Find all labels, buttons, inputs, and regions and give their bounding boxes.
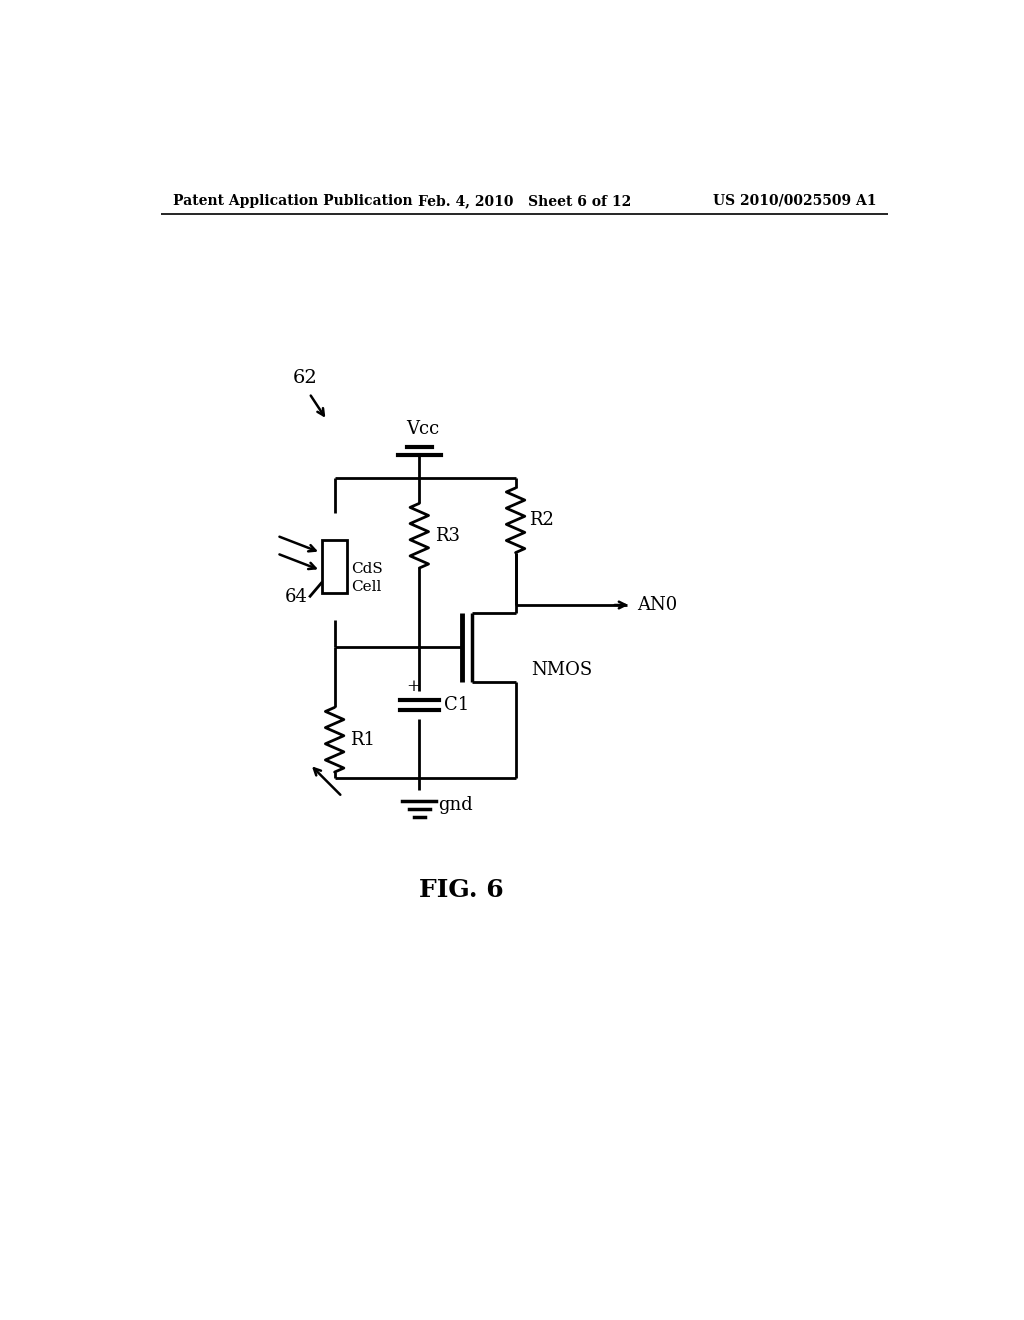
- Text: C1: C1: [444, 696, 469, 714]
- Text: CdS
Cell: CdS Cell: [351, 562, 383, 594]
- Text: US 2010/0025509 A1: US 2010/0025509 A1: [713, 194, 877, 207]
- Text: gnd: gnd: [438, 796, 473, 814]
- Text: Patent Application Publication: Patent Application Publication: [173, 194, 413, 207]
- Text: Vcc: Vcc: [407, 420, 439, 438]
- Text: NMOS: NMOS: [531, 661, 592, 680]
- Text: +: +: [407, 678, 420, 696]
- Text: FIG. 6: FIG. 6: [420, 878, 504, 902]
- Bar: [323, 540, 347, 594]
- Text: R1: R1: [350, 731, 375, 748]
- Text: 62: 62: [292, 368, 317, 387]
- Text: 64: 64: [285, 589, 307, 606]
- Text: R3: R3: [435, 527, 460, 545]
- Text: Feb. 4, 2010   Sheet 6 of 12: Feb. 4, 2010 Sheet 6 of 12: [418, 194, 632, 207]
- Text: AN0: AN0: [637, 597, 678, 614]
- Text: R2: R2: [529, 511, 554, 529]
